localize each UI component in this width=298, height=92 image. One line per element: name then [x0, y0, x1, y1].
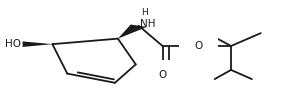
Polygon shape: [118, 25, 147, 39]
Text: HO: HO: [4, 39, 21, 49]
Text: H: H: [141, 8, 148, 17]
Polygon shape: [23, 41, 52, 47]
Text: O: O: [159, 70, 167, 80]
Text: NH: NH: [140, 19, 155, 29]
Text: O: O: [194, 41, 202, 51]
